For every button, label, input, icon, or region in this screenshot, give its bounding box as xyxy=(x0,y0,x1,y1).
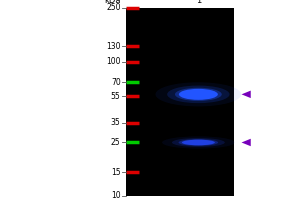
Text: 130: 130 xyxy=(106,42,121,51)
Bar xyxy=(126,8,234,196)
Text: 250: 250 xyxy=(106,3,121,12)
Ellipse shape xyxy=(155,82,241,106)
Ellipse shape xyxy=(167,86,230,103)
Text: 1: 1 xyxy=(196,0,201,5)
Ellipse shape xyxy=(182,140,215,145)
Polygon shape xyxy=(242,139,251,146)
Ellipse shape xyxy=(179,89,218,100)
Ellipse shape xyxy=(178,139,218,146)
Ellipse shape xyxy=(172,138,225,147)
Text: 15: 15 xyxy=(111,168,121,177)
Text: 100: 100 xyxy=(106,57,121,66)
Text: 25: 25 xyxy=(111,138,121,147)
Ellipse shape xyxy=(175,88,222,101)
Text: 70: 70 xyxy=(111,78,121,87)
Polygon shape xyxy=(242,91,251,98)
Text: 55: 55 xyxy=(111,92,121,101)
Ellipse shape xyxy=(162,136,235,149)
Text: 35: 35 xyxy=(111,118,121,127)
Text: 10: 10 xyxy=(111,192,121,200)
Text: kDa: kDa xyxy=(104,0,121,5)
